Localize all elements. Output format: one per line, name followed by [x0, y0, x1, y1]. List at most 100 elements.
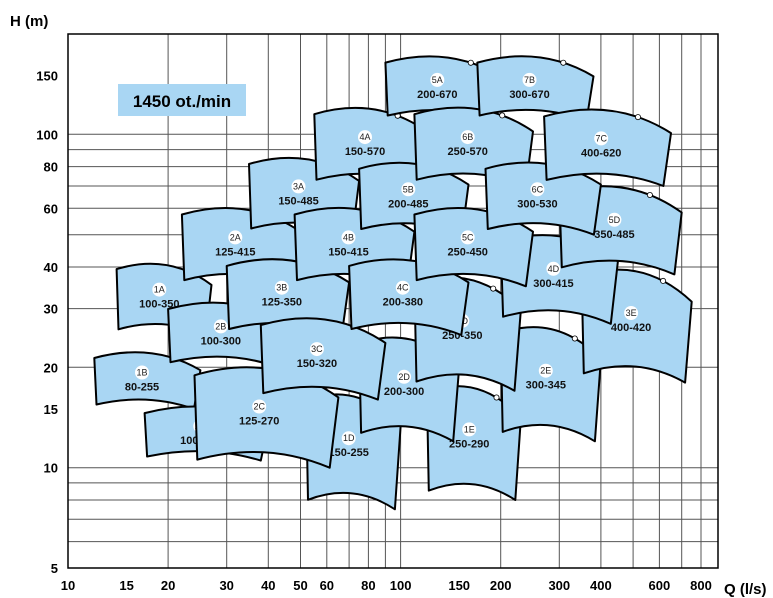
zone-code-badge: [530, 182, 545, 197]
zone-7b: 7B 300-670: [476, 55, 595, 122]
zone-1b: 1B 80-255: [93, 351, 202, 410]
speed-box: [118, 84, 246, 116]
zone-code: 5A: [432, 75, 443, 85]
zone-code: 1A: [154, 285, 165, 295]
zone-model: 150-570: [345, 146, 385, 158]
x-tick-label: 50: [293, 578, 307, 593]
zone-code: 2D: [398, 372, 410, 382]
x-tick-label: 40: [261, 578, 275, 593]
zone-model: 150-415: [328, 246, 368, 258]
x-tick-label: 150: [448, 578, 470, 593]
zone-code-badge: [460, 130, 475, 145]
zone-model: 250-450: [448, 246, 488, 258]
zone-7c: 7C 400-620: [543, 108, 672, 187]
zone-code-badge: [430, 72, 445, 87]
zone-model: 350-485: [594, 229, 634, 241]
zone-code: 6B: [462, 132, 473, 142]
zone-model: 200-485: [388, 198, 428, 210]
zone-model: 150-485: [278, 195, 318, 207]
speed-label: 1450 ot./min: [133, 92, 231, 111]
y-tick-label: 150: [36, 69, 58, 84]
zone-code-badge: [228, 230, 243, 245]
zone-model: 125-350: [262, 297, 302, 309]
zones: 1A100-3501B80-2551C100-2301D150-2551E250…: [93, 55, 693, 511]
zone-shape: [413, 206, 534, 288]
zone-code: 5B: [403, 184, 414, 194]
zone-3c: 3C 150-320: [259, 317, 387, 401]
zone-shape: [259, 317, 387, 401]
x-tick-label: 600: [649, 578, 671, 593]
speed-annotation: 1450 ot./min: [118, 84, 246, 116]
zone-marker: [660, 277, 667, 284]
zone-code: 4A: [359, 132, 370, 142]
zone-code-badge: [291, 179, 306, 194]
y-tick-label: 15: [44, 402, 58, 417]
zone-code: 2C: [253, 402, 265, 412]
zone-model: 100-300: [201, 335, 241, 347]
zone-model: 100-350: [139, 299, 179, 311]
zone-model: 200-300: [384, 386, 424, 398]
zone-code-badge: [252, 399, 267, 414]
zone-marker: [646, 191, 653, 198]
zone-code: 7C: [595, 133, 607, 143]
x-tick-label: 400: [590, 578, 612, 593]
x-tick-label: 200: [490, 578, 512, 593]
zone-code-badge: [309, 342, 324, 357]
x-tick-label: 60: [320, 578, 334, 593]
zone-model: 250-570: [448, 146, 488, 158]
zone-model: 125-270: [239, 416, 279, 428]
zone-model: 250-290: [449, 438, 489, 450]
zone-code-badge: [401, 182, 416, 197]
zone-code: 4D: [548, 264, 560, 274]
zone-marker: [560, 59, 567, 66]
zone-marker: [571, 335, 578, 342]
zone-marker: [635, 114, 642, 121]
zone-code-badge: [341, 431, 356, 446]
zone-code: 4B: [343, 232, 354, 242]
zone-marker: [493, 394, 500, 401]
plot-frame: [67, 33, 719, 569]
zone-model: 300-345: [526, 380, 566, 392]
y-tick-label: 30: [44, 302, 58, 317]
zone-code: 1B: [136, 368, 147, 378]
y-axis-title: H (m): [10, 13, 48, 30]
zone-4c: 4C 200-380: [348, 258, 470, 336]
zone-code: 4C: [397, 283, 409, 293]
zone-code: 1D: [343, 433, 355, 443]
x-tick-label: 800: [690, 578, 712, 593]
zone-shape: [225, 258, 351, 336]
zone-model: 400-620: [581, 147, 621, 159]
zone-code-badge: [341, 230, 356, 245]
zone-code-badge: [213, 319, 228, 334]
y-tick-label: 40: [44, 260, 58, 275]
zone-code: 2E: [540, 366, 551, 376]
zone-model: 150-320: [297, 358, 337, 370]
zone-code-badge: [624, 306, 639, 320]
y-tick-label: 60: [44, 201, 58, 216]
x-tick-label: 30: [219, 578, 233, 593]
zone-model: 150-255: [329, 447, 369, 459]
zone-code-badge: [397, 369, 412, 384]
zone-shape: [348, 258, 470, 336]
zone-code: 3E: [626, 308, 637, 318]
tick-labels: 10 15 20 30 40 50 60 80 100 150 200 300 400 600 800510…: [36, 69, 712, 593]
y-tick-label: 80: [44, 160, 58, 175]
zone-model: 200-380: [383, 297, 423, 309]
zone-code-badge: [152, 282, 167, 297]
zone-code-badge: [594, 131, 609, 146]
zone-code-badge: [538, 363, 553, 378]
zone-code-badge: [358, 130, 372, 145]
zone-code: 5D: [609, 215, 621, 225]
zone-marker: [467, 59, 474, 66]
zone-code-badge: [462, 422, 477, 437]
zone-model: 80-255: [125, 382, 159, 394]
zone-code: 1E: [464, 424, 475, 434]
zone-2c: 2C 125-270: [193, 366, 340, 469]
zone-3b: 3B 125-350: [225, 258, 351, 336]
x-tick-label: 100: [390, 578, 412, 593]
zone-code: 6C: [532, 184, 544, 194]
zone-code-badge: [274, 280, 289, 295]
x-tick-label: 80: [361, 578, 375, 593]
x-tick-label: 300: [548, 578, 570, 593]
